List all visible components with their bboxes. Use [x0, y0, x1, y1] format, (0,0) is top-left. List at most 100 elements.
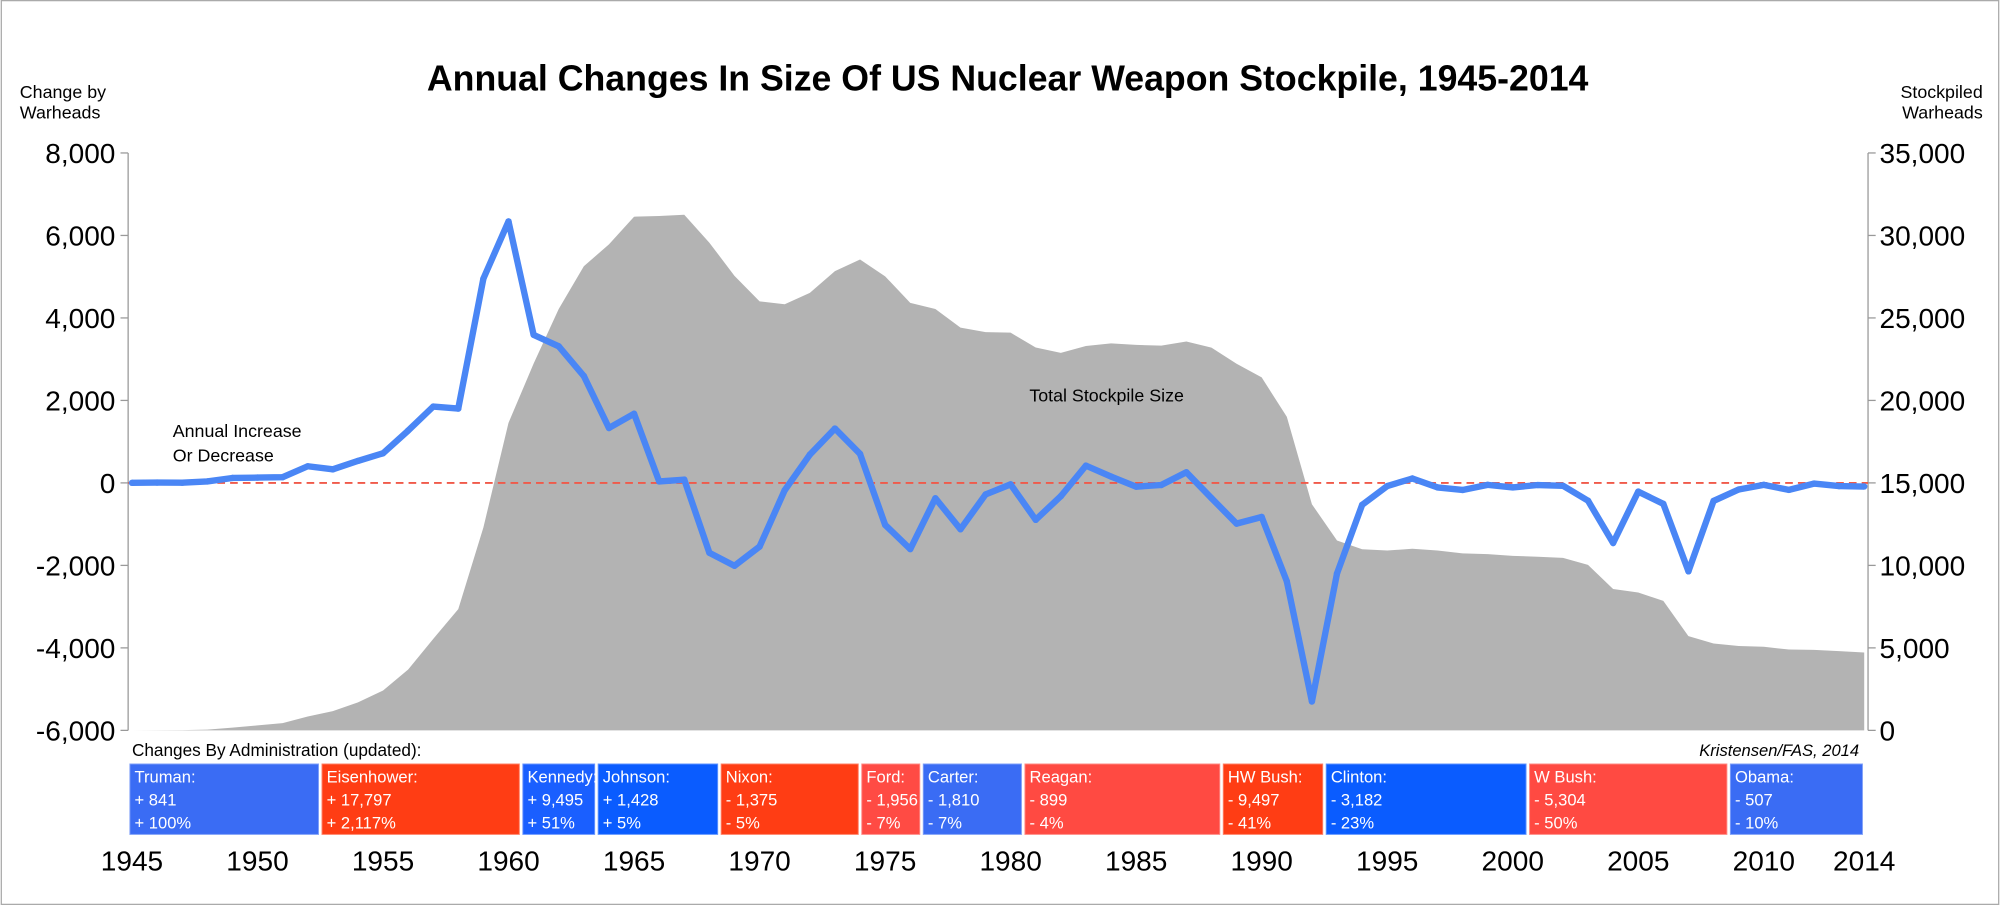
annual-change-point — [1710, 497, 1717, 505]
admin-box: HW Bush: - 9,497 - 41% — [1221, 762, 1325, 836]
left-tick-label: 2,000 — [45, 386, 115, 417]
x-tick-label: 2014 — [1833, 846, 1895, 877]
admin-change: - 1,810 — [928, 791, 980, 810]
x-tick-label: 2010 — [1733, 846, 1795, 877]
admin-change: + 1,428 — [603, 791, 659, 810]
x-tick-label: 1995 — [1356, 846, 1418, 877]
admin-name: Obama: — [1735, 768, 1794, 787]
admin-box-bg — [921, 762, 1023, 836]
annual-change-point — [1785, 486, 1793, 494]
admin-box-bg — [1324, 762, 1528, 836]
annual-change-point — [1861, 483, 1868, 490]
x-tick-label: 1955 — [352, 846, 414, 877]
annual-change-point — [856, 450, 864, 458]
area-series-label: Total Stockpile Size — [1029, 386, 1184, 406]
left-tick-label: 8,000 — [45, 138, 115, 169]
annual-change-point — [1584, 497, 1592, 504]
annual-change-point — [932, 495, 939, 502]
annual-change-point — [1810, 480, 1818, 487]
annual-change-point — [1685, 568, 1692, 575]
x-tick-label: 1985 — [1105, 846, 1167, 877]
admin-pct: - 7% — [866, 814, 900, 833]
annual-change-point — [630, 410, 638, 417]
admin-change: + 841 — [135, 791, 177, 810]
admin-name: Clinton: — [1331, 768, 1387, 787]
annual-change-point — [1635, 488, 1642, 495]
x-tick-label: 1975 — [854, 846, 916, 877]
admin-name: Ford: — [866, 768, 905, 787]
admin-box: W Bush: - 5,304 - 50% — [1528, 762, 1729, 836]
admin-change: + 9,495 — [527, 791, 583, 810]
annual-change-point — [1082, 462, 1090, 469]
annual-change-point — [957, 526, 964, 533]
admin-box: Ford: - 1,956 - 7% — [860, 762, 922, 836]
annual-change-point — [178, 479, 186, 486]
x-tick-label: 1945 — [101, 846, 163, 877]
admin-pct: - 23% — [1331, 814, 1375, 833]
annual-change-point — [1107, 473, 1115, 480]
admin-box-bg — [128, 762, 320, 836]
admin-change: - 507 — [1735, 791, 1773, 810]
annual-change-point — [1660, 500, 1667, 508]
right-tick-label: 15,000 — [1880, 468, 1966, 499]
admin-box-bg — [1221, 762, 1325, 836]
x-tick-label: 1970 — [728, 846, 790, 877]
annual-change-point — [1735, 486, 1742, 493]
right-tick-label: 5,000 — [1880, 633, 1950, 664]
admin-box: Johnson: + 1,428 + 5% — [596, 762, 720, 836]
right-tick-label: 10,000 — [1880, 551, 1966, 582]
annual-change-point — [1007, 481, 1014, 488]
admin-name: Kennedy: — [527, 768, 597, 787]
annual-change-point — [1057, 493, 1065, 500]
admin-name: Carter: — [928, 768, 979, 787]
annual-change-point — [580, 372, 588, 380]
annual-change-point — [354, 457, 362, 465]
line-series-label-line2: Or Decrease — [173, 445, 274, 465]
annual-change-point — [379, 450, 387, 457]
right-axis-label-line1: Stockpiled — [1900, 82, 1982, 102]
annual-change-point — [555, 343, 562, 350]
admin-change: - 899 — [1030, 791, 1068, 810]
annual-change-point — [1434, 484, 1441, 491]
admin-name: Johnson: — [603, 768, 670, 787]
admin-pct: + 51% — [527, 814, 575, 833]
credit: Kristensen/FAS, 2014 — [1699, 741, 1859, 760]
right-tick-label: 20,000 — [1880, 386, 1966, 417]
left-tick-label: -6,000 — [36, 716, 115, 747]
admin-name: HW Bush: — [1228, 768, 1303, 787]
x-tick-label: 2005 — [1607, 846, 1669, 877]
left-tick-label: 6,000 — [45, 221, 115, 252]
x-tick-label: 1980 — [979, 846, 1041, 877]
admin-name: Truman: — [135, 768, 196, 787]
line-series-label-line1: Annual Increase — [173, 421, 302, 441]
annual-change-point — [1208, 494, 1215, 502]
admin-pct: + 100% — [135, 814, 192, 833]
annual-change-point — [1158, 481, 1165, 489]
admin-name: Nixon: — [726, 768, 773, 787]
admin-box-bg — [521, 762, 597, 836]
admin-pct: - 4% — [1030, 814, 1064, 833]
admin-box-bg — [860, 762, 922, 836]
x-tick-label: 2000 — [1482, 846, 1544, 877]
admin-name: Reagan: — [1030, 768, 1093, 787]
annual-change-point — [505, 218, 512, 225]
annual-change-point — [806, 451, 813, 458]
annual-change-point — [655, 478, 663, 485]
annual-change-point — [229, 474, 236, 482]
annual-change-point — [1283, 578, 1290, 585]
admin-name: W Bush: — [1534, 768, 1597, 787]
left-tick-label: -2,000 — [36, 551, 115, 582]
annual-change-point — [1559, 482, 1567, 489]
annual-change-point — [1233, 520, 1240, 527]
admin-box: Clinton: - 3,182 - 23% — [1324, 762, 1528, 836]
annual-change-point — [881, 521, 889, 529]
admin-box: Carter: - 1,810 - 7% — [921, 762, 1023, 836]
annual-change-point — [731, 562, 738, 569]
annual-change-point — [128, 479, 136, 487]
annual-change-point — [1032, 516, 1039, 524]
left-tick-label: -4,000 — [36, 633, 115, 664]
x-tick-label: 1950 — [226, 846, 288, 877]
right-tick-label: 35,000 — [1880, 138, 1966, 169]
x-tick-label: 1960 — [477, 846, 539, 877]
